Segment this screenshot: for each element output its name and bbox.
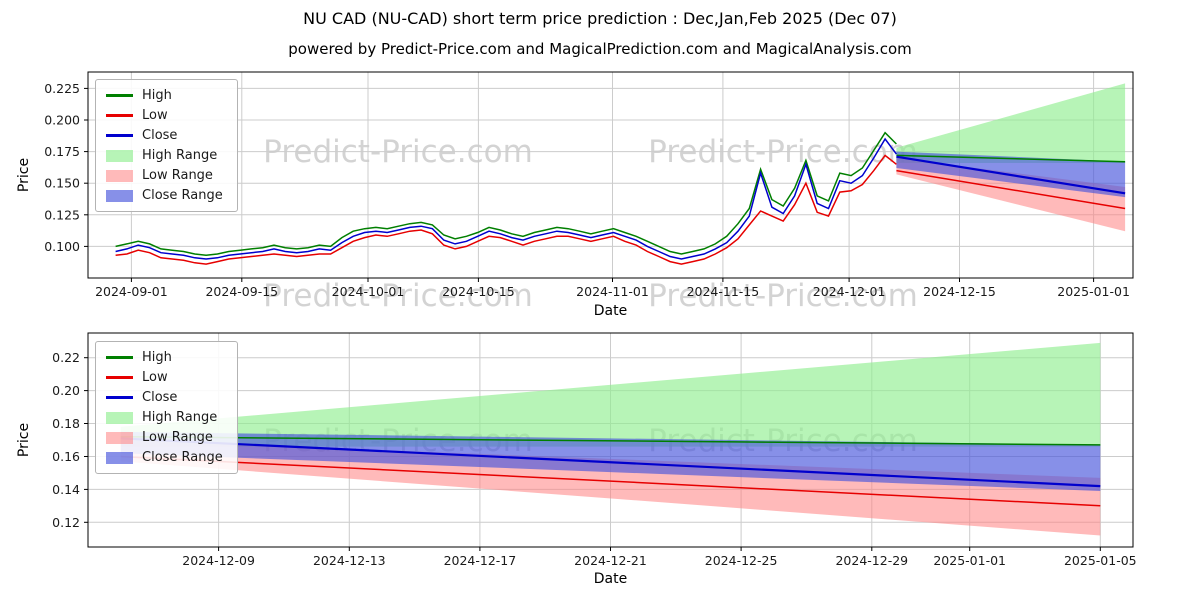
legend-line-swatch	[106, 94, 133, 97]
legend-line-swatch	[106, 376, 133, 379]
legend-item-label: Low	[142, 370, 168, 385]
legend-patch-swatch	[106, 149, 133, 162]
x-tick-label: 2024-12-09	[182, 553, 255, 568]
y-tick-label: 0.100	[44, 239, 80, 254]
legend-item-label: Low	[142, 108, 168, 123]
x-tick-label: 2024-12-21	[574, 553, 647, 568]
x-axis-label-top: Date	[593, 303, 628, 319]
x-tick-label: 2024-09-01	[95, 284, 168, 299]
x-tick-label: 2024-12-17	[444, 553, 517, 568]
legend-patch-swatch	[106, 169, 133, 182]
low-range-area	[896, 157, 1126, 232]
x-tick-label: 2024-12-15	[923, 284, 996, 299]
legend-item-label: High	[142, 88, 172, 103]
x-tick-label: 2024-12-13	[313, 553, 386, 568]
x-tick-label: 2024-09-15	[205, 284, 278, 299]
legend-item-label: Close	[142, 128, 178, 143]
x-tick-label: 2024-12-29	[835, 553, 908, 568]
legend-line-swatch	[106, 356, 133, 359]
y-tick-label: 0.14	[52, 482, 80, 497]
legend-patch-swatch	[106, 451, 133, 464]
y-tick-label: 0.20	[52, 383, 80, 398]
chart-top: 2024-09-01 2024-09-15 2024-10-01 2024-10-15…	[44, 71, 1134, 299]
y-axis-label-top: Price	[16, 157, 32, 193]
close-forecast-line	[120, 437, 1101, 488]
low-range-area	[120, 440, 1101, 536]
legend-item-high: High	[106, 350, 223, 365]
y-tick-label: 0.22	[52, 350, 80, 365]
legend-item-low-range: Low Range	[106, 430, 223, 445]
high-forecast-line	[120, 435, 1101, 446]
y-tick-label: 0.200	[44, 113, 80, 128]
legend-item-label: Close Range	[142, 450, 223, 465]
close-forecast-line	[896, 155, 1126, 195]
figure-title: NU CAD (NU-CAD) short term price predict…	[303, 9, 897, 28]
watermark-text: Predict-Price.com	[263, 278, 533, 314]
legend-item-low-range: Low Range	[106, 168, 223, 183]
legend-line-swatch	[106, 396, 133, 399]
high-range-area	[120, 342, 1101, 447]
x-tick-label: 2024-12-25	[705, 553, 778, 568]
figure-subtitle: powered by Predict-Price.com and Magical…	[288, 40, 912, 58]
y-tick-label: 0.16	[52, 449, 80, 464]
legend-item-label: Low Range	[142, 430, 213, 445]
legend-item-close-range: Close Range	[106, 450, 223, 465]
y-tick-label: 0.18	[52, 416, 80, 431]
high-forecast-line	[896, 154, 1126, 163]
y-tick-label: 0.125	[44, 207, 80, 222]
x-tick-label: 2024-10-15	[442, 284, 515, 299]
y-tick-label: 0.12	[52, 515, 80, 530]
y-tick-label: 0.175	[44, 144, 80, 159]
x-tick-label: 2024-12-01	[813, 284, 886, 299]
legend-item-close: Close	[106, 128, 223, 143]
legend-item-label: Close Range	[142, 188, 223, 203]
low-line	[115, 154, 897, 265]
low-forecast-line	[896, 169, 1126, 210]
legend-line-swatch	[106, 114, 133, 117]
legend-item-low: Low	[106, 370, 223, 385]
high-range-area	[896, 83, 1126, 163]
y-tick-label: 0.225	[44, 81, 80, 96]
x-tick-label: 2024-11-01	[576, 284, 649, 299]
chart-bottom: 2024-12-09 2024-12-13 2024-12-17 2024-12-21…	[52, 332, 1137, 568]
close-line	[115, 137, 898, 260]
x-tick-label: 2025-01-01	[933, 553, 1006, 568]
x-axis-label-bottom: Date	[593, 571, 628, 587]
x-tick-label: 2025-01-05	[1064, 553, 1137, 568]
legend-item-label: Low Range	[142, 168, 213, 183]
y-tick-label: 0.150	[44, 176, 80, 191]
legend-item-high-range: High Range	[106, 148, 223, 163]
legend-item-label: High	[142, 350, 172, 365]
legend-item-label: High Range	[142, 410, 218, 425]
x-tick-label: 2024-11-15	[687, 284, 760, 299]
legend-item-label: High Range	[142, 148, 218, 163]
watermark-text: Predict-Price.com	[648, 278, 918, 314]
high-line	[115, 131, 897, 257]
plot-border	[87, 71, 1134, 279]
legend-item-low: Low	[106, 108, 223, 123]
x-tick-label: 2025-01-01	[1057, 284, 1130, 299]
legend-item-close: Close	[106, 390, 223, 405]
legend-item-close-range: Close Range	[106, 188, 223, 203]
x-tick-label: 2024-10-01	[332, 284, 405, 299]
legend-patch-swatch	[106, 411, 133, 424]
legend-line-swatch	[106, 134, 133, 137]
legend-top: High Low Close High Range Low Range Close Ran…	[95, 79, 238, 212]
legend-item-label: Close	[142, 390, 178, 405]
legend-item-high: High	[106, 88, 223, 103]
legend-item-high-range: High Range	[106, 410, 223, 425]
legend-patch-swatch	[106, 189, 133, 202]
low-forecast-line	[120, 455, 1101, 507]
legend-patch-swatch	[106, 431, 133, 444]
y-axis-label-bottom: Price	[16, 422, 32, 458]
legend-bottom: High Low Close High Range Low Range Close Ran…	[95, 341, 238, 474]
